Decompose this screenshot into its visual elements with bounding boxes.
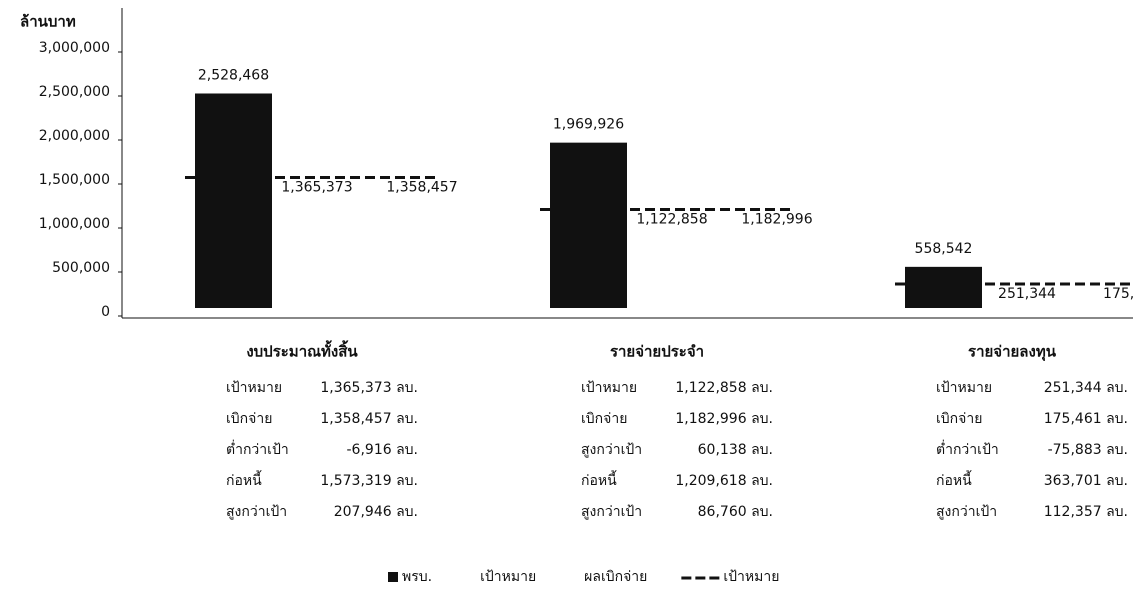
table-label: ต่ำกว่าเป้า xyxy=(936,440,999,458)
category-label: งบประมาณทั้งสิ้น xyxy=(246,340,358,361)
table-value: 175,461 ลบ. xyxy=(1044,411,1128,427)
table-value: 1,358,457 ลบ. xyxy=(320,411,418,427)
table-label: ต่ำกว่าเป้า xyxy=(226,440,289,458)
table-value: 251,344 ลบ. xyxy=(1044,380,1128,396)
value-label: 1,358,457 xyxy=(386,180,457,196)
table-label: เบิกจ่าย xyxy=(936,411,982,427)
legend-label: พรบ. xyxy=(402,569,432,585)
table-value: 86,760 ลบ. xyxy=(698,504,773,520)
bar xyxy=(905,266,982,308)
y-tick-label: 0 xyxy=(101,304,110,320)
table-value: 1,122,858 ลบ. xyxy=(675,380,773,396)
y-tick-label: 2,000,000 xyxy=(39,128,110,144)
category-label: รายจ่ายประจำ xyxy=(610,343,704,361)
table-value: 363,701 ลบ. xyxy=(1044,473,1128,489)
y-tick-label: 1,000,000 xyxy=(39,216,110,232)
table-label: ก่อหนี้ xyxy=(226,470,262,489)
bar xyxy=(550,142,627,308)
value-label: 1,122,858 xyxy=(636,212,707,228)
table-label: เป้าหมาย xyxy=(226,380,282,396)
category-label: รายจ่ายลงทุน xyxy=(968,343,1057,362)
table-value: 207,946 ลบ. xyxy=(334,504,418,520)
legend-label: เป้าหมาย xyxy=(723,569,779,585)
table-value: -75,883 ลบ. xyxy=(1048,442,1128,458)
value-label: 1,182,996 xyxy=(741,212,812,228)
value-label: 1,365,373 xyxy=(281,180,352,196)
table-value: 1,573,319 ลบ. xyxy=(320,473,418,489)
table-label: สูงกว่าเป้า xyxy=(936,504,997,520)
value-label: 558,542 xyxy=(915,241,973,257)
table-value: 1,182,996 ลบ. xyxy=(675,411,773,427)
table-label: สูงกว่าเป้า xyxy=(581,504,642,520)
table-label: เป้าหมาย xyxy=(581,380,637,396)
value-label: 1,969,926 xyxy=(553,117,624,133)
legend-label: ผลเบิกจ่าย xyxy=(584,569,647,585)
value-label: 175,461 xyxy=(1103,286,1133,302)
table-label: เป้าหมาย xyxy=(936,380,992,396)
legend-swatch xyxy=(388,572,398,582)
y-axis-label: ล้านบาท xyxy=(20,13,76,31)
value-label: 2,528,468 xyxy=(198,67,269,83)
legend-label: เป้าหมาย xyxy=(480,569,536,585)
y-tick-label: 1,500,000 xyxy=(39,172,110,188)
table-label: สูงกว่าเป้า xyxy=(226,504,287,520)
table-label: ก่อหนี้ xyxy=(936,470,972,489)
table-label: ก่อหนี้ xyxy=(581,470,617,489)
table-label: สูงกว่าเป้า xyxy=(581,442,642,458)
y-tick-label: 500,000 xyxy=(52,260,110,276)
y-tick-label: 2,500,000 xyxy=(39,84,110,100)
table-value: 60,138 ลบ. xyxy=(698,442,773,458)
y-tick-label: 3,000,000 xyxy=(39,40,110,56)
table-label: เบิกจ่าย xyxy=(581,411,627,427)
bar xyxy=(195,93,272,309)
table-label: เบิกจ่าย xyxy=(226,411,272,427)
table-value: 1,365,373 ลบ. xyxy=(320,380,418,396)
table-value: 112,357 ลบ. xyxy=(1044,504,1128,520)
table-value: 1,209,618 ลบ. xyxy=(675,473,773,489)
table-value: -6,916 ลบ. xyxy=(347,442,419,458)
value-label: 251,344 xyxy=(998,286,1056,302)
